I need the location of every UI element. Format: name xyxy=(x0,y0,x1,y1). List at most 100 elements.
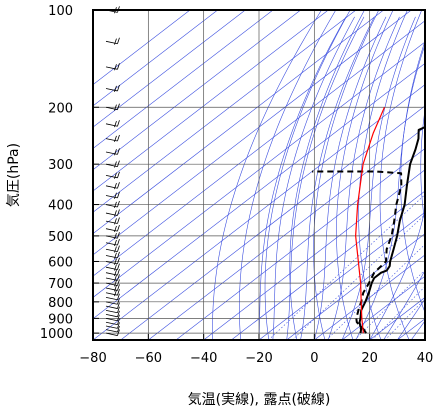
wind-barb xyxy=(105,224,120,233)
wind-barb xyxy=(105,37,120,45)
moist-adiabat-line xyxy=(383,269,425,340)
isotherm-line xyxy=(175,148,425,340)
wind-barb xyxy=(105,160,120,168)
isotherm-line xyxy=(93,10,412,256)
dry-adiabat-line xyxy=(264,10,351,340)
isotherm-line xyxy=(93,84,425,340)
y-tick-label: 500 xyxy=(48,230,73,245)
wind-barb xyxy=(105,325,120,333)
isotherm-line xyxy=(93,10,384,234)
mixing-ratio-line xyxy=(326,243,425,340)
dewpoint-line xyxy=(312,170,403,334)
moist-adiabat-line xyxy=(286,16,365,340)
wind-barb xyxy=(105,322,120,329)
wind-barb xyxy=(105,217,120,225)
wind-barb xyxy=(105,245,120,253)
wind-barb xyxy=(105,318,120,326)
wind-barb xyxy=(105,200,120,208)
isotherm-line xyxy=(93,62,425,320)
dry-adiabat-line xyxy=(420,107,425,225)
x-tick-label: 40 xyxy=(417,351,434,366)
moist-adiabat-line xyxy=(314,16,387,340)
isotherm-line xyxy=(258,211,425,340)
y-tick-label: 600 xyxy=(48,255,73,270)
moist-adiabat-line xyxy=(424,339,425,340)
isotherm-line xyxy=(93,10,357,213)
wind-barb xyxy=(105,284,120,292)
gridlines xyxy=(92,9,426,340)
wind-barb xyxy=(105,103,120,111)
mixing-ratio-line xyxy=(354,269,425,340)
mixing-ratio-line xyxy=(292,214,425,340)
wind-barb xyxy=(105,257,120,265)
x-tick-label: −40 xyxy=(190,351,217,366)
moist-adiabat-line xyxy=(410,320,425,340)
isotherm-line xyxy=(93,10,218,107)
isotherm-line xyxy=(120,105,425,340)
x-tick-label: −20 xyxy=(245,351,272,366)
y-tick-label: 100 xyxy=(48,4,73,19)
dry-adiabat-line xyxy=(358,10,408,340)
wind-barb xyxy=(105,314,120,322)
mixing-ratio-line xyxy=(384,298,425,340)
wind-barb xyxy=(105,63,120,71)
moist-adiabat-line xyxy=(272,16,355,340)
y-tick-label: 200 xyxy=(48,101,73,116)
wind-barb xyxy=(105,279,120,287)
moist-adiabat-line xyxy=(397,298,425,340)
isotherm-line xyxy=(314,254,425,340)
isotherm-line xyxy=(93,10,301,171)
y-tick-label: 700 xyxy=(48,277,73,292)
wind-barb xyxy=(105,302,120,309)
moist-adiabat-line xyxy=(355,43,425,340)
dry-adiabat-line xyxy=(212,10,322,340)
y-tick-label: 400 xyxy=(48,199,73,214)
wind-barb xyxy=(105,306,120,314)
wind-barb xyxy=(105,239,120,247)
wind-barb xyxy=(105,289,120,297)
y-tick-label: 900 xyxy=(48,312,73,327)
wind-barb xyxy=(105,232,120,240)
temperature-line xyxy=(358,125,425,334)
mixing-ratio-line xyxy=(371,286,425,340)
x-axis-title: 気温(実線), 露点(破線) xyxy=(188,392,331,408)
isotherm-line xyxy=(93,10,329,192)
isotherm-line xyxy=(424,339,425,340)
wind-barb xyxy=(105,293,120,301)
wind-barb xyxy=(105,268,120,277)
wind-barb xyxy=(105,191,120,199)
wind-barb xyxy=(105,182,120,190)
dry-adiabat-line xyxy=(289,10,365,340)
series-layer xyxy=(312,107,425,334)
isotherm-line xyxy=(148,126,425,340)
wind-barb xyxy=(105,329,120,336)
y-tick-label: 300 xyxy=(48,158,73,173)
moist-adiabat-line xyxy=(341,16,416,340)
moist-adiabat-line xyxy=(327,16,400,340)
wind-barb xyxy=(105,171,120,179)
wind-barb xyxy=(105,120,120,128)
moist-adiabat-line xyxy=(300,16,375,340)
isotherm-line xyxy=(341,275,425,340)
y-axis-title: 気圧(hPa) xyxy=(6,143,22,207)
isotherm-line xyxy=(93,41,425,298)
y-tick-label: 1000 xyxy=(40,327,73,342)
skew-background-lines xyxy=(93,10,425,340)
dry-adiabat-line xyxy=(379,10,423,340)
isotherm-line xyxy=(93,10,191,85)
wind-barb xyxy=(105,209,120,217)
parcel-line xyxy=(355,107,386,334)
x-tick-label: −80 xyxy=(79,351,106,366)
isotherm-line xyxy=(93,20,425,277)
x-tick-label: 0 xyxy=(310,351,318,366)
wind-barb xyxy=(105,263,120,271)
isotherm-line xyxy=(397,318,425,340)
wind-barb xyxy=(105,274,120,282)
x-tick-label: −60 xyxy=(135,351,162,366)
moist-adiabat-line xyxy=(369,207,425,340)
wind-barbs xyxy=(105,6,120,336)
x-tick-label: 20 xyxy=(361,351,378,366)
wind-barb xyxy=(105,148,120,156)
